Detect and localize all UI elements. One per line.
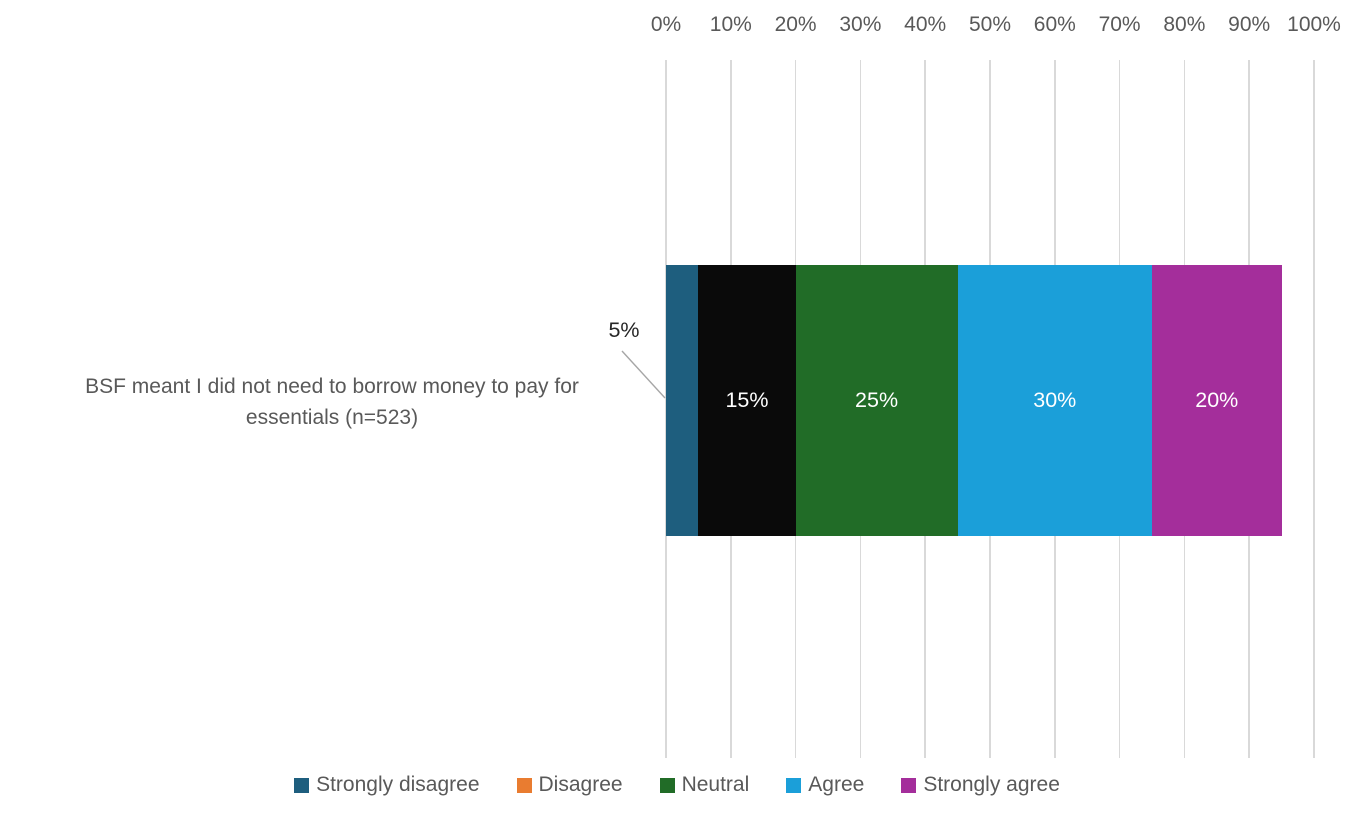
bar-segment-disagree: 15% <box>698 265 796 536</box>
legend-item-disagree: Disagree <box>516 773 623 797</box>
data-label-callout: 5% <box>608 318 640 342</box>
legend-label: Disagree <box>538 773 623 796</box>
data-label: 30% <box>1033 388 1077 412</box>
bar-segment-strongly-disagree <box>666 265 699 536</box>
x-axis-tick: 50% <box>968 13 1012 36</box>
legend-swatch <box>901 777 917 793</box>
x-axis-tick: 40% <box>904 13 947 36</box>
data-label: 20% <box>1195 388 1239 412</box>
legend-item-neutral: Neutral <box>659 773 750 797</box>
x-axis-tick-labels: 0% 10% 20% 30% 40% 50% 60% 70% 80% 90% 100% <box>651 13 1341 39</box>
x-axis-tick: 20% <box>774 13 817 36</box>
legend-item-strongly-agree: Strongly agree <box>901 773 1060 797</box>
legend-item-agree: Agree <box>786 773 864 797</box>
legend-label: Neutral <box>681 773 750 796</box>
category-label-line-1: BSF meant I did not need to borrow money… <box>85 375 579 398</box>
bar-segment-agree: 30% <box>957 265 1152 536</box>
x-axis-tick: 70% <box>1098 13 1141 36</box>
data-label: 15% <box>725 388 769 412</box>
legend-item-strongly-disagree: Strongly disagree <box>294 773 480 797</box>
bar-segment-strongly-agree: 20% <box>1151 265 1282 536</box>
x-axis-tick: 30% <box>839 13 882 36</box>
category-label-line-2: essentials (n=523) <box>245 406 419 429</box>
legend-swatch <box>516 777 532 793</box>
x-axis-tick: 10% <box>709 13 752 36</box>
stacked-bar: 15% 25% 30% 20% <box>666 265 1314 536</box>
legend: Strongly disagree Disagree Neutral Agree Str… <box>0 773 1354 797</box>
x-axis-tick: 90% <box>1228 13 1271 36</box>
legend-label: Agree <box>808 773 865 796</box>
bar-segment-neutral: 25% <box>795 265 958 536</box>
legend-swatch <box>294 777 310 793</box>
legend-swatch <box>786 777 802 793</box>
data-label: 25% <box>855 388 899 412</box>
x-axis-tick: 0% <box>650 13 682 36</box>
x-axis-tick: 80% <box>1163 13 1206 36</box>
legend-label: Strongly disagree <box>316 773 480 796</box>
x-axis-tick: 60% <box>1033 13 1076 36</box>
category-axis-label: BSF meant I did not need to borrow money… <box>16 371 648 433</box>
x-axis-tick: 100% <box>1287 13 1341 36</box>
gridline <box>1313 60 1315 758</box>
legend-swatch <box>659 777 675 793</box>
legend-label: Strongly agree <box>923 773 1060 796</box>
